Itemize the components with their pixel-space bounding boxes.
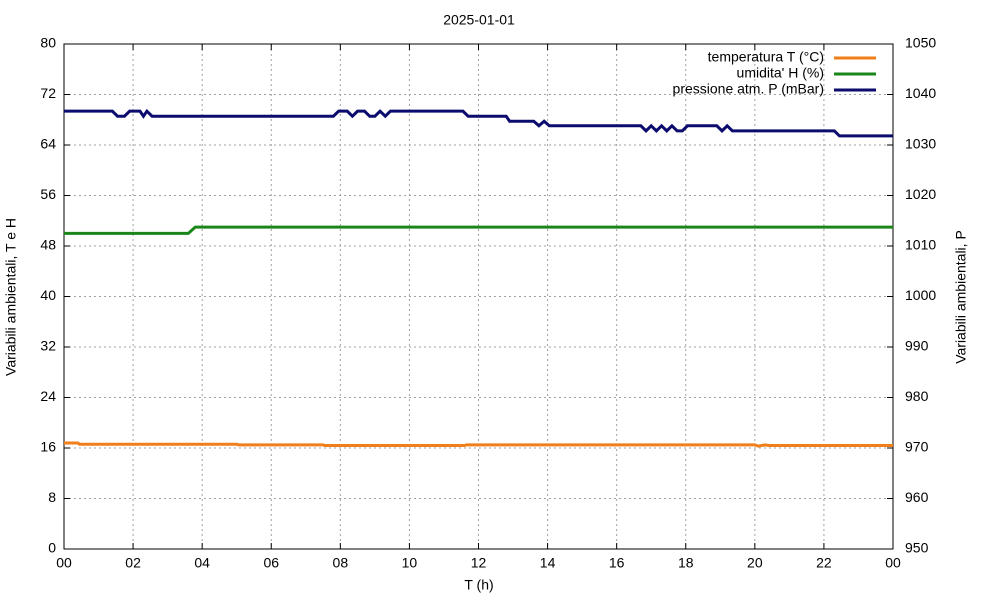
y2-tick-label: 960 [905,489,929,505]
y2-tick-label: 970 [905,439,929,455]
x-tick-label: 04 [194,555,210,571]
x-tick-label: 14 [540,555,556,571]
y2-tick-label: 1020 [905,186,936,202]
x-tick-label: 10 [402,555,418,571]
y2-tick-label: 1040 [905,85,936,101]
y2-tick-label: 1010 [905,237,936,253]
y-tick-label: 24 [40,388,56,404]
x-axis-label: T (h) [464,577,493,593]
y2-tick-label: 1000 [905,287,936,303]
series-line [64,225,893,235]
legend-label: temperatura T (°C) [708,49,824,65]
y2-tick-label: 950 [905,540,929,556]
x-tick-label: 20 [747,555,763,571]
y-tick-label: 56 [40,186,56,202]
y-tick-label: 72 [40,85,56,101]
legend-label: pressione atm. P (mBar) [673,81,824,97]
y2-tick-label: 980 [905,388,929,404]
x-tick-label: 02 [125,555,141,571]
y2-axis-label: Variabili ambientali, P [953,230,969,364]
y-tick-label: 48 [40,237,56,253]
y-tick-label: 40 [40,287,56,303]
series-line [64,108,893,138]
y2-tick-label: 1050 [905,35,936,51]
x-tick-label: 00 [56,555,72,571]
y-tick-label: 64 [40,136,56,152]
y-tick-label: 16 [40,439,56,455]
y-tick-label: 0 [48,540,56,556]
y-tick-label: 8 [48,489,56,505]
x-tick-label: 00 [885,555,901,571]
x-tick-label: 12 [471,555,487,571]
x-tick-label: 06 [263,555,279,571]
y-tick-label: 80 [40,35,56,51]
x-tick-label: 16 [609,555,625,571]
y-axis-label: Variabili ambientali, T e H [3,218,19,376]
y2-tick-label: 1030 [905,136,936,152]
x-tick-label: 08 [333,555,349,571]
x-tick-label: 22 [816,555,832,571]
x-tick-label: 18 [678,555,694,571]
y2-tick-label: 990 [905,338,929,354]
series-line [64,441,893,448]
plot-border [63,43,894,550]
y-tick-label: 32 [40,338,56,354]
chart-title: 2025-01-01 [443,12,515,28]
legend-label: umidita' H (%) [737,65,824,81]
